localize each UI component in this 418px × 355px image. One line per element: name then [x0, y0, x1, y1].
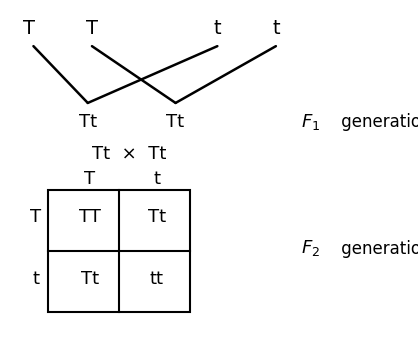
- Text: Tt  ×  Tt: Tt × Tt: [92, 146, 167, 163]
- Text: t: t: [214, 19, 221, 38]
- Text: T: T: [30, 208, 41, 225]
- Text: T: T: [86, 19, 98, 38]
- Text: Tt: Tt: [79, 114, 97, 131]
- Text: generation: generation: [336, 240, 418, 257]
- Text: TT: TT: [79, 208, 101, 225]
- Text: Tt: Tt: [148, 208, 166, 225]
- Text: tt: tt: [150, 270, 164, 288]
- Text: t: t: [153, 170, 160, 188]
- Text: Tt: Tt: [81, 270, 99, 288]
- Text: generation: generation: [336, 114, 418, 131]
- Text: Tt: Tt: [166, 114, 185, 131]
- Text: $F_2$: $F_2$: [301, 239, 320, 258]
- Text: t: t: [32, 270, 39, 288]
- Text: t: t: [272, 19, 280, 38]
- Bar: [48, 190, 190, 312]
- Text: T: T: [84, 170, 95, 188]
- Text: $F_1$: $F_1$: [301, 113, 320, 132]
- Text: T: T: [23, 19, 35, 38]
